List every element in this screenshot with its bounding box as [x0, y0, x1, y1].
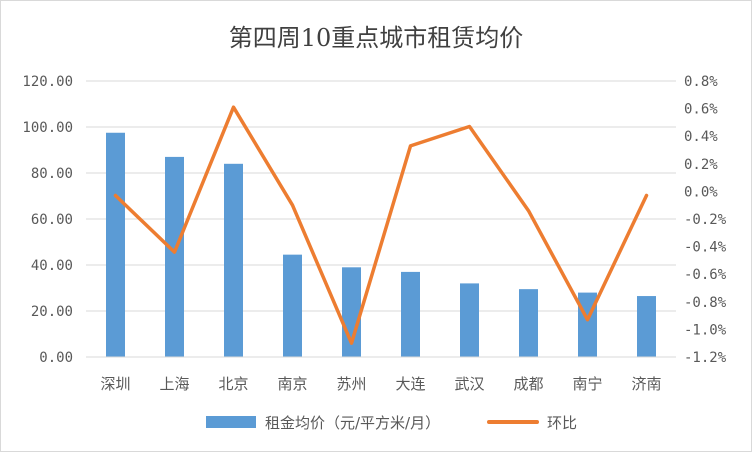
chart-title: 第四周10重点城市租赁均价 [229, 24, 524, 52]
bar [165, 156, 184, 357]
legend-bar-swatch [206, 416, 256, 428]
legend: 租金均价（元/平方米/月） 环比 [206, 414, 577, 432]
category-label: 苏州 [336, 375, 366, 393]
left-tick-label: 120.00 [22, 74, 73, 90]
left-tick-label: 40.00 [31, 258, 73, 274]
legend-bar-label: 租金均价（元/平方米/月） [265, 414, 440, 432]
category-label: 上海 [159, 375, 189, 393]
gridlines [86, 80, 676, 312]
right-tick-label: 0.8% [684, 74, 718, 90]
series-line [113, 105, 649, 345]
right-tick-label: -1.0% [684, 322, 727, 338]
category-label: 南京 [277, 375, 307, 393]
category-label: 济南 [631, 375, 661, 393]
right-axis-ticks: -1.2% -1.0% -0.8% -0.6% -0.4% -0.2% 0.0% 0.2% 0.… [684, 74, 727, 366]
legend-line-label: 环比 [547, 414, 577, 432]
right-tick-label: -0.8% [684, 295, 727, 311]
right-tick-label: 0.2% [684, 157, 718, 173]
bar [401, 271, 420, 357]
bar [283, 254, 302, 357]
right-tick-label: 0.4% [684, 129, 718, 145]
category-label: 深圳 [100, 375, 130, 393]
line-series [113, 105, 649, 345]
right-tick-label: -0.6% [684, 267, 727, 283]
category-label: 大连 [395, 375, 425, 393]
category-label: 南宁 [572, 375, 602, 393]
right-tick-label: -0.4% [684, 240, 727, 256]
bar [224, 163, 243, 357]
bar [519, 289, 538, 357]
left-tick-label: 60.00 [31, 212, 73, 228]
bar [106, 132, 125, 357]
left-tick-label: 80.00 [31, 166, 73, 182]
right-tick-label: 0.0% [684, 184, 718, 200]
left-axis-ticks: 0.00 20.00 40.00 60.00 80.00 100.00 120.00 [22, 74, 73, 366]
right-tick-label: -0.2% [684, 212, 727, 228]
bar [637, 296, 656, 357]
left-tick-label: 0.00 [39, 350, 73, 366]
category-label: 成都 [513, 375, 543, 393]
left-tick-label: 20.00 [31, 304, 73, 320]
category-label: 北京 [218, 375, 248, 393]
bar [460, 283, 479, 357]
right-tick-label: 0.6% [684, 102, 718, 118]
left-tick-label: 100.00 [22, 120, 73, 136]
category-label: 武汉 [454, 375, 484, 393]
right-tick-label: -1.2% [684, 350, 727, 366]
category-labels: 深圳 上海 北京 南京 苏州 大连 武汉 成都 南宁 济南 [100, 375, 661, 393]
